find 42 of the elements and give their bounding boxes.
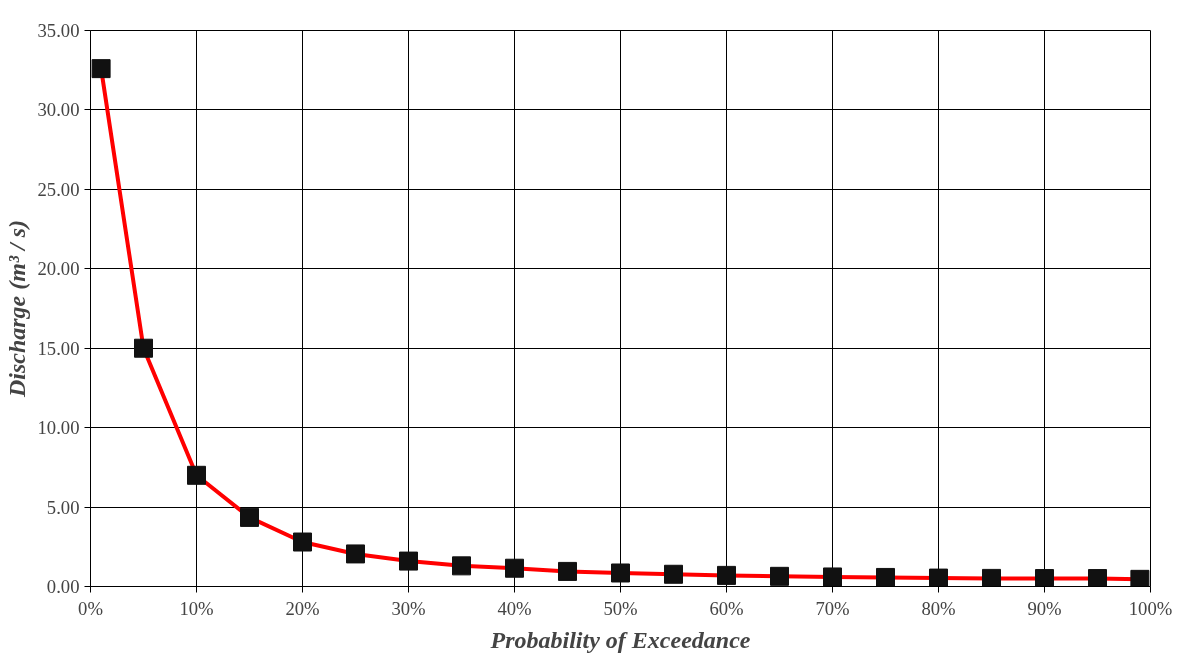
point [399,551,418,571]
point [1035,569,1054,587]
y-tick-label: 0.00 [46,576,80,597]
x-tick-label: 10% [179,597,214,619]
x-tick-label: 100% [1128,597,1173,619]
point [293,532,312,552]
point [240,507,259,527]
x-tick-label: 60% [709,597,744,619]
y-tick-label: 30.00 [37,99,80,121]
point [770,566,789,586]
point [558,561,577,581]
point [346,544,365,564]
point [505,558,524,578]
x-tick-label: 20% [285,597,320,619]
x-tick-label: 0% [78,597,103,619]
x-tick-label: 90% [1027,597,1062,619]
point [91,59,111,79]
point [611,563,630,583]
point [982,568,1001,587]
point [187,465,206,485]
point [452,556,471,576]
point [664,564,683,584]
y-tick-label: 20.00 [37,258,80,280]
y-tick-label: 5.00 [46,496,80,518]
point [134,338,153,358]
y-tick-label: 25.00 [37,178,80,200]
y-tick-label: 15.00 [37,337,80,359]
x-tick-label: 70% [815,597,850,619]
y-tick-label: 35.00 [37,20,80,41]
point [717,565,736,585]
point [876,567,895,587]
point [1088,569,1107,587]
point [1130,569,1150,587]
point [929,568,948,587]
y-axis-title: Discharge (m³ / s) [3,219,30,399]
x-tick-label: 80% [921,597,956,619]
point [823,567,842,587]
x-tick-label: 50% [603,597,638,619]
y-tick-label: 10.00 [37,417,80,439]
x-axis-title: Probability of Exceedance [489,626,751,653]
x-tick-label: 30% [391,597,426,619]
x-tick-label: 40% [497,597,532,619]
